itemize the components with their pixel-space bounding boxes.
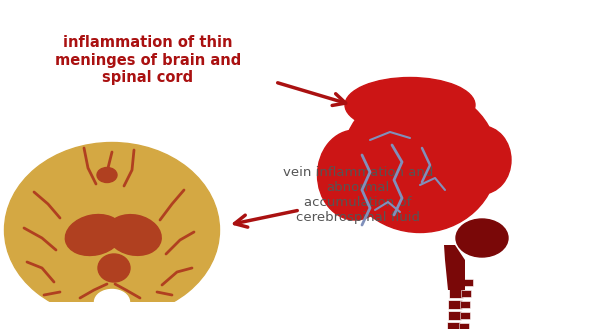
Ellipse shape [453, 126, 511, 194]
Ellipse shape [97, 167, 117, 183]
Bar [448, 311, 461, 320]
Ellipse shape [345, 78, 475, 133]
Ellipse shape [107, 215, 161, 255]
Ellipse shape [456, 219, 508, 257]
Text: inflammation of thin
meninges of brain and
spinal cord: inflammation of thin meninges of brain a… [55, 35, 241, 85]
Ellipse shape [95, 290, 130, 315]
Polygon shape [444, 245, 465, 290]
Ellipse shape [343, 88, 497, 233]
Ellipse shape [98, 254, 130, 282]
Bar [459, 323, 469, 329]
Ellipse shape [65, 215, 122, 256]
Text: vein inflammation and
abnormal
accumulation of
cerebrospinal fluid: vein inflammation and abnormal accumulat… [283, 166, 433, 224]
Bar [460, 312, 470, 319]
Ellipse shape [5, 142, 220, 317]
Bar [449, 278, 463, 287]
Bar [449, 289, 463, 298]
Bar [463, 279, 473, 286]
Bar [447, 322, 460, 329]
Bar [460, 301, 470, 308]
Bar [448, 300, 462, 309]
Ellipse shape [317, 130, 392, 220]
Bar [461, 290, 471, 297]
Bar [0, 302, 227, 329]
